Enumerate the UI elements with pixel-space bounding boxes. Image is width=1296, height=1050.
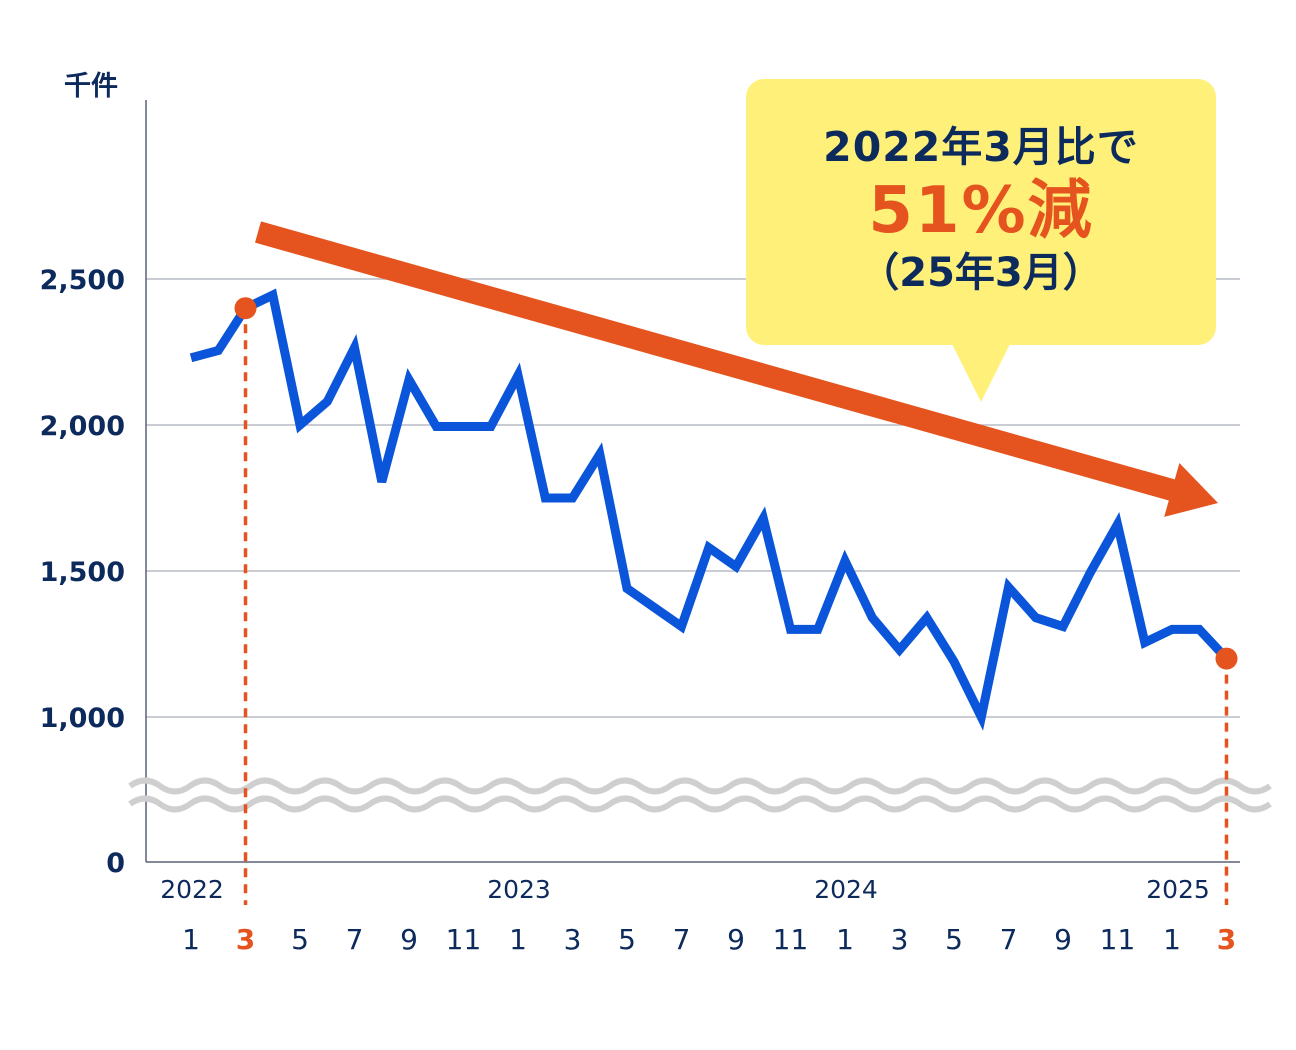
x-year-label: 2024: [814, 875, 878, 904]
callout-line-2: 51%減: [868, 174, 1094, 248]
x-month-label: 7: [346, 923, 364, 956]
callout-line-3: （25年3月）: [859, 250, 1103, 296]
x-month-label: 5: [945, 923, 963, 956]
data-line: [189, 288, 1230, 731]
trend-arrow-icon: [255, 221, 1218, 517]
y-tick-label: 2,500: [40, 265, 125, 296]
x-year-label: 2022: [160, 875, 224, 904]
y-tick-label: 1,000: [40, 703, 125, 734]
x-month-label: 1: [509, 923, 527, 956]
x-month-label: 1: [182, 923, 200, 956]
y-axis-ticks: 2,500 2,000 1,500 1,000 0: [40, 265, 125, 879]
x-month-label: 1: [836, 923, 854, 956]
x-axis-month-labels: 1 3 5 7 9 11 1 3 5 7 9 11 1 3 5 7 9 11 1 3: [182, 923, 1236, 956]
x-year-label: 2025: [1146, 875, 1210, 904]
y-tick-label: 2,000: [40, 411, 125, 442]
highlight-points: [234, 297, 1238, 670]
x-month-label: 7: [673, 923, 691, 956]
y-tick-label: 1,500: [40, 557, 125, 588]
x-month-label: 1: [1163, 923, 1181, 956]
x-month-label: 11: [773, 923, 809, 956]
x-month-label: 9: [1054, 923, 1072, 956]
x-month-label: 3: [564, 923, 582, 956]
axis-break-icon: [128, 777, 1272, 813]
x-month-label: 5: [618, 923, 636, 956]
x-year-label: 2023: [487, 875, 551, 904]
highlight-dot: [1215, 647, 1238, 670]
y-tick-label: 0: [106, 848, 125, 879]
callout-bubble: 2022年3月比で 51%減 （25年3月）: [746, 79, 1216, 345]
x-month-label: 9: [727, 923, 745, 956]
y-axis-unit-label: 千件: [64, 71, 118, 102]
x-month-label: 3: [236, 923, 255, 956]
highlight-dot: [234, 297, 257, 320]
x-axis-year-labels: 2022 2023 2024 2025: [160, 875, 1210, 904]
highlight-guides: [243, 308, 1229, 905]
x-month-label: 11: [446, 923, 482, 956]
x-month-label: 9: [400, 923, 418, 956]
x-month-label: 5: [291, 923, 309, 956]
callout-line-1: 2022年3月比で: [823, 123, 1139, 171]
x-month-label: 11: [1100, 923, 1136, 956]
x-month-label: 7: [1000, 923, 1018, 956]
x-month-label: 3: [891, 923, 909, 956]
x-month-label: 3: [1217, 923, 1236, 956]
